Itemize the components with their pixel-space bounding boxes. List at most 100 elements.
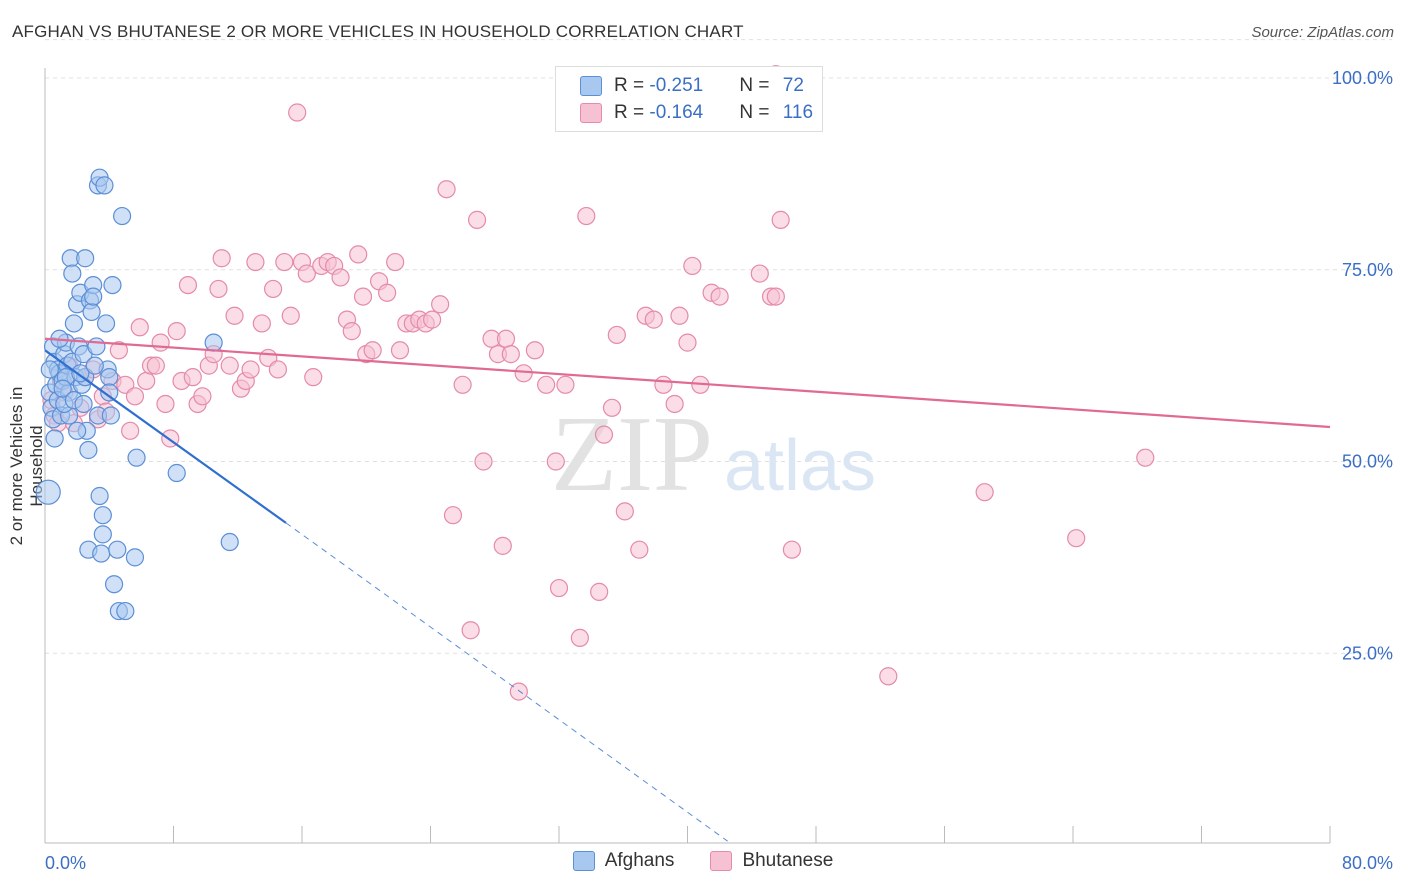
n-label: N =: [739, 75, 775, 96]
bhutanese-point: [654, 375, 673, 394]
afghans-points: [35, 168, 239, 621]
afghans-point: [40, 360, 59, 379]
bhutanese-point: [501, 345, 520, 364]
bhutanese-point: [109, 341, 128, 360]
r-label: R =: [614, 102, 650, 123]
source-label: Source: ZipAtlas.com: [1251, 24, 1394, 41]
r-value: -0.164: [649, 102, 704, 123]
afghans-point: [101, 406, 120, 425]
afghans-point: [68, 421, 87, 440]
afghans-point: [127, 448, 146, 467]
bhutanese-point: [349, 245, 368, 264]
trend-lines: [44, 337, 1331, 842]
bhutanese-points: [42, 65, 1155, 701]
bhutanese-point: [1067, 529, 1086, 548]
y-tick-label: 50.0%: [1342, 452, 1393, 472]
bhutanese-point: [423, 310, 442, 329]
afghans-point: [116, 601, 135, 621]
bhutanese-point: [644, 310, 663, 329]
afghans-point: [87, 337, 106, 356]
afghans-swatch: [572, 851, 595, 871]
afghans-point: [53, 379, 72, 398]
bhutanese-point: [590, 582, 609, 601]
bhutanese-point: [151, 333, 170, 352]
y-tick-label: 25.0%: [1342, 643, 1393, 663]
bhutanese-point: [546, 452, 565, 471]
bhutanese-point: [782, 540, 802, 559]
afghans-point: [167, 463, 186, 483]
bhutanese-point: [246, 252, 265, 272]
legend-item-afghans[interactable]: Afghans: [572, 850, 674, 872]
afghans-point: [100, 383, 119, 402]
y-tick-label: 100.0%: [1332, 68, 1393, 88]
bhutanese-point: [363, 341, 382, 360]
bhutanese-swatch: [580, 103, 602, 123]
bhutanese-point: [549, 578, 569, 598]
bhutanese-point: [771, 210, 790, 229]
bhutanese-point: [766, 287, 785, 306]
afghans-point: [125, 548, 145, 567]
afghans-point: [92, 544, 111, 563]
afghans-point: [204, 333, 223, 352]
bhutanese-point: [474, 452, 493, 471]
bhutanese-point: [275, 252, 294, 272]
bhutanese-point: [453, 375, 472, 394]
x-tick-label: 0.0%: [45, 853, 86, 873]
bhutanese-point: [225, 306, 244, 325]
bhutanese-swatch: [710, 851, 733, 871]
bhutanese-point: [670, 306, 689, 325]
afghans-point: [220, 532, 239, 552]
afghans-point: [112, 206, 132, 226]
y-tick-label: 75.0%: [1342, 260, 1393, 280]
bhutanese-point: [167, 322, 186, 341]
bhutanese-point: [130, 318, 149, 337]
afghans-point: [82, 302, 101, 322]
bhutanese-point: [1136, 448, 1155, 467]
bhutanese-point: [514, 364, 533, 383]
axes: [44, 68, 1331, 844]
bhutanese-point: [493, 536, 512, 555]
bhutanese-point: [304, 368, 323, 387]
bhutanese-point: [879, 667, 898, 686]
bhutanese-point: [125, 387, 145, 406]
bhutanese-point: [121, 421, 140, 440]
afghans-point: [96, 314, 116, 333]
afghans-point: [90, 486, 109, 506]
bhutanese-point: [615, 502, 634, 521]
bhutanese-point: [178, 275, 198, 295]
y-tick-labels: 25.0% 50.0% 75.0% 100.0%: [1332, 68, 1393, 663]
gridlines: [45, 39, 1392, 654]
afghans-point: [45, 429, 64, 448]
bhutanese-point: [607, 325, 626, 345]
afghans-point: [84, 287, 103, 306]
watermark: ZIP atlas: [551, 395, 876, 514]
bhutanese-point: [390, 341, 410, 360]
bhutanese-point: [342, 322, 361, 341]
afghans-point: [76, 249, 95, 268]
series-legend: Afghans Bhutanese: [0, 850, 1406, 872]
legend-row-bhutanese: R = -0.164 N = 116: [580, 100, 813, 126]
x-tick-label: 80.0%: [1342, 853, 1393, 873]
afghans-point: [93, 506, 112, 525]
afghans-point: [103, 275, 122, 295]
bhutanese-point: [281, 306, 300, 325]
bhutanese-point: [268, 360, 288, 379]
bhutanese-point: [556, 375, 575, 394]
bhutanese-point: [146, 356, 165, 375]
afghans-point: [35, 479, 61, 505]
legend-item-bhutanese[interactable]: Bhutanese: [710, 850, 833, 872]
bhutanese-point: [331, 268, 350, 287]
bhutanese-point: [241, 360, 260, 379]
bhutanese-point: [594, 425, 614, 444]
afghans-point: [63, 264, 82, 283]
bhutanese-point: [750, 264, 769, 283]
afghans-point: [104, 575, 124, 594]
bhutanese-point: [467, 210, 487, 229]
bhutanese-point: [378, 283, 397, 302]
bhutanese-point: [297, 264, 316, 283]
bhutanese-point: [678, 333, 697, 352]
afghans-point: [93, 525, 112, 544]
chart-title: AFGHAN VS BHUTANESE 2 OR MORE VEHICLES I…: [12, 22, 744, 41]
legend-label: Bhutanese: [742, 850, 834, 871]
